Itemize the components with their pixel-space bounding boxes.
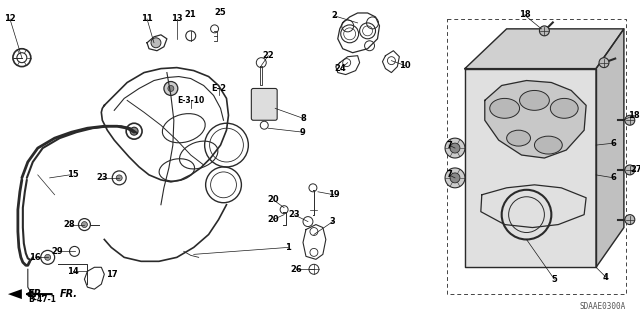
Circle shape: [45, 254, 51, 260]
Text: E-2: E-2: [211, 84, 226, 93]
Circle shape: [540, 26, 549, 36]
Text: 10: 10: [399, 61, 411, 70]
Ellipse shape: [507, 130, 531, 146]
Text: 14: 14: [67, 267, 78, 276]
Text: 7: 7: [446, 170, 452, 179]
Text: 7: 7: [446, 141, 452, 150]
Text: 8: 8: [300, 114, 306, 123]
Text: 3: 3: [330, 217, 335, 226]
Polygon shape: [8, 289, 22, 299]
Text: 9: 9: [300, 128, 306, 137]
Ellipse shape: [520, 91, 549, 110]
Ellipse shape: [490, 98, 520, 118]
Text: 5: 5: [552, 275, 557, 284]
Text: 4: 4: [603, 273, 609, 282]
Text: 21: 21: [185, 11, 196, 19]
Text: 6: 6: [611, 139, 617, 148]
Text: 25: 25: [214, 9, 227, 18]
Circle shape: [81, 222, 88, 227]
Ellipse shape: [550, 98, 578, 118]
Text: 20: 20: [268, 195, 279, 204]
Text: 22: 22: [262, 51, 274, 60]
Circle shape: [445, 168, 465, 188]
Polygon shape: [465, 29, 624, 69]
Polygon shape: [484, 80, 586, 158]
Text: 15: 15: [67, 170, 78, 179]
Text: FR.: FR.: [28, 289, 46, 299]
Circle shape: [450, 173, 460, 183]
Text: 27: 27: [630, 166, 640, 174]
Text: 19: 19: [328, 190, 340, 199]
Circle shape: [130, 127, 138, 135]
Circle shape: [599, 58, 609, 68]
Text: 12: 12: [4, 14, 16, 23]
Circle shape: [445, 138, 465, 158]
Circle shape: [625, 165, 635, 175]
Circle shape: [116, 175, 122, 181]
Ellipse shape: [534, 136, 563, 154]
Text: SDAAE0300A: SDAAE0300A: [580, 302, 626, 311]
Text: 6: 6: [611, 174, 617, 182]
Text: 23: 23: [288, 210, 300, 219]
Text: 18: 18: [628, 111, 639, 120]
Circle shape: [450, 143, 460, 153]
Text: 11: 11: [141, 14, 153, 23]
Text: 26: 26: [290, 265, 302, 274]
Text: 18: 18: [518, 11, 531, 19]
Text: 1: 1: [285, 243, 291, 252]
FancyBboxPatch shape: [252, 88, 277, 120]
Text: E-3-10: E-3-10: [177, 96, 204, 105]
Text: 2: 2: [332, 11, 338, 20]
Text: 24: 24: [335, 64, 347, 73]
Circle shape: [625, 215, 635, 225]
Text: 28: 28: [64, 220, 76, 229]
Text: 13: 13: [171, 14, 182, 23]
Text: FR.: FR.: [60, 289, 77, 299]
Circle shape: [168, 85, 174, 92]
Text: 16: 16: [29, 253, 41, 262]
Text: 23: 23: [97, 174, 108, 182]
Circle shape: [151, 38, 161, 48]
Polygon shape: [596, 29, 624, 267]
Circle shape: [164, 82, 178, 95]
Text: 29: 29: [52, 247, 63, 256]
Polygon shape: [465, 69, 596, 267]
Text: 20: 20: [268, 215, 279, 224]
Text: 17: 17: [106, 270, 118, 279]
Circle shape: [625, 115, 635, 125]
Text: B-47-1: B-47-1: [28, 294, 56, 304]
